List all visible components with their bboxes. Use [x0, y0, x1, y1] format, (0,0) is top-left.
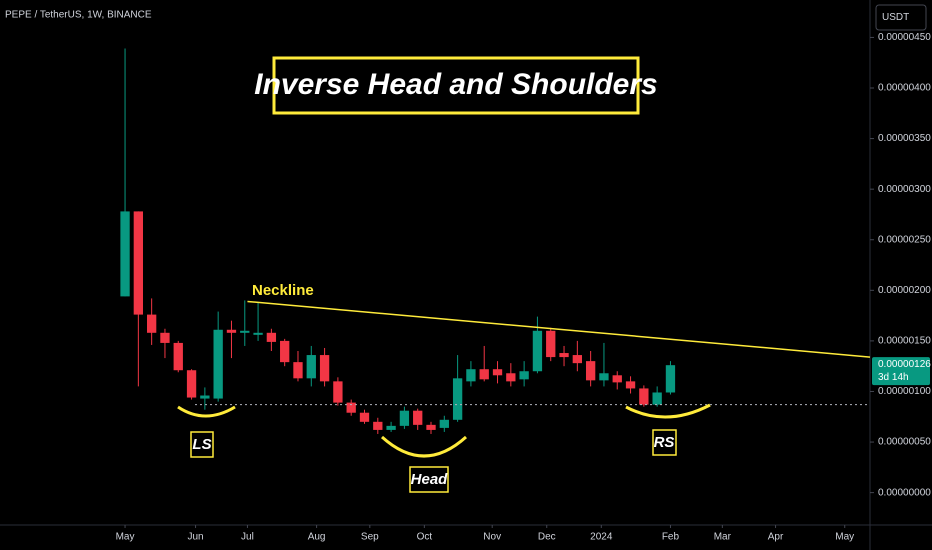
currency[interactable]: USDT — [882, 12, 909, 23]
candle-body — [399, 410, 410, 426]
x-tick-label: 2024 — [590, 532, 613, 543]
candle-body — [160, 332, 170, 343]
x-tick-label: May — [116, 532, 135, 543]
candle-body — [452, 378, 463, 420]
x-tick-label: Dec — [538, 532, 556, 543]
candle-body — [585, 361, 596, 381]
candle-body — [479, 369, 489, 380]
candle-body — [639, 388, 649, 405]
candle-body — [625, 381, 636, 389]
x-tick-label: Feb — [662, 532, 680, 543]
candle-body — [439, 419, 449, 428]
head-arc — [380, 435, 468, 458]
annotation-box — [190, 431, 214, 458]
candle-body — [599, 373, 609, 381]
neckline-label: Neckline — [252, 282, 314, 299]
candle-body — [146, 314, 157, 333]
candle-body — [492, 369, 503, 376]
x-tick-label: Jul — [241, 532, 254, 543]
y-tick-label: 0.00000150 — [878, 336, 931, 347]
candle-body — [253, 332, 263, 335]
candle-body — [120, 211, 130, 297]
price-tag — [872, 357, 930, 386]
candle-body — [319, 355, 330, 382]
candle-body — [559, 353, 569, 358]
candle-body — [612, 375, 622, 383]
candle-body — [426, 424, 436, 430]
y-tick-label: 0.00000400 — [878, 83, 931, 94]
currency-box[interactable] — [875, 4, 927, 31]
x-tick-label: Jun — [187, 532, 203, 543]
annotation: RS — [654, 434, 675, 451]
candle-body — [173, 342, 183, 371]
y-tick-label: 0.00000350 — [878, 133, 931, 144]
countdown: 3d 14h — [878, 372, 909, 383]
x-tick-label: Nov — [483, 532, 501, 543]
symbol-header: PEPE / TetherUS, 1W, BINANCE — [5, 10, 152, 21]
annotation-box — [409, 466, 449, 493]
candle-body — [346, 402, 356, 413]
candle-body — [386, 425, 396, 430]
candle-body — [213, 329, 223, 399]
shoulder-arc — [177, 405, 236, 418]
candle-body — [572, 355, 582, 364]
y-tick-label: 0.00000250 — [878, 234, 931, 245]
x-tick-label: Aug — [308, 532, 326, 543]
candle-body — [373, 421, 383, 430]
candle-body — [266, 332, 277, 342]
y-tick-label: 0.00000200 — [878, 285, 931, 296]
y-tick-label: 0.00000000 — [878, 487, 931, 498]
candle-body — [186, 370, 197, 398]
candle-body — [280, 340, 290, 363]
annotation: LS — [192, 436, 211, 453]
candle-body — [293, 362, 303, 379]
x-tick-label: Mar — [714, 532, 732, 543]
y-tick-label: 0.00000450 — [878, 32, 931, 43]
x-tick-label: Sep — [361, 532, 379, 543]
candle-body — [306, 355, 316, 379]
x-tick-label: May — [835, 532, 854, 543]
y-tick-label: 0.00000100 — [878, 386, 931, 397]
y-tick-label: 0.00000050 — [878, 437, 931, 448]
x-tick-label: Apr — [768, 532, 784, 543]
annotation: Head — [411, 471, 449, 488]
candle-body — [333, 381, 343, 403]
candle-body — [506, 373, 516, 382]
annotation-box — [652, 429, 677, 456]
candle-body — [652, 392, 662, 405]
candle-body — [226, 329, 237, 333]
neckline — [247, 300, 871, 358]
candle-body — [519, 371, 529, 380]
candle-body — [200, 395, 210, 399]
y-tick-label: 0.00000300 — [878, 184, 931, 195]
chart-title: Inverse Head and Shoulders — [254, 68, 657, 101]
shoulder-arc — [625, 403, 711, 419]
x-tick-label: Oct — [417, 532, 433, 543]
candle-body — [546, 330, 556, 358]
candle-body — [240, 330, 250, 333]
candle-body — [413, 410, 423, 425]
price-label: 0.00000126 — [878, 359, 931, 370]
candle-body — [466, 369, 476, 382]
title-box — [272, 56, 640, 115]
candle-body — [359, 412, 370, 422]
candle-body — [532, 330, 543, 372]
candle-body — [665, 365, 676, 393]
candle-body — [133, 211, 144, 315]
